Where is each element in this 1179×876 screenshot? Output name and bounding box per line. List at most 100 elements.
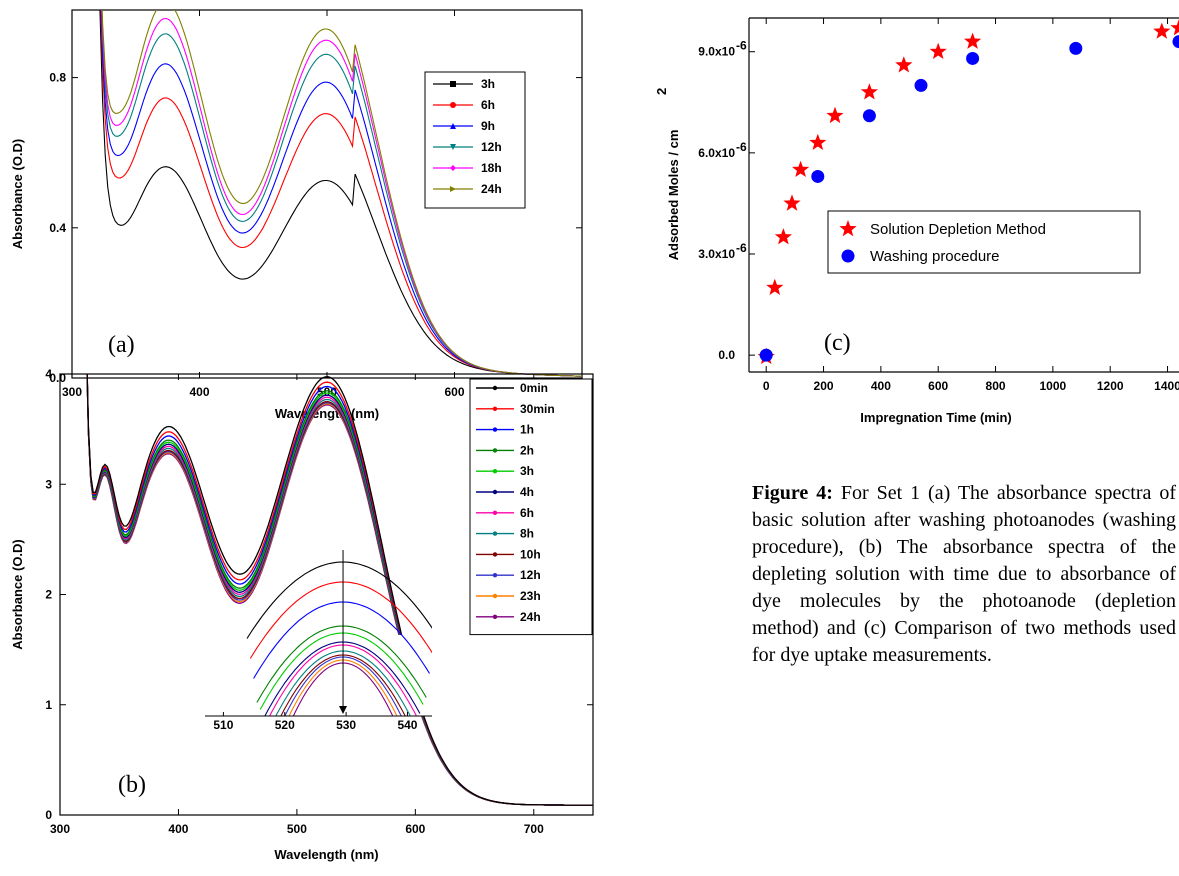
legend-label-b: 30min	[520, 402, 555, 416]
x-tick-label-b: 400	[168, 822, 188, 836]
x-tick-label-b: 700	[524, 822, 544, 836]
data-point-c-depletion	[895, 56, 913, 73]
inset-line-0min	[246, 561, 432, 639]
data-point-c-depletion	[766, 278, 784, 295]
y-tick-label-a: 0.4	[49, 221, 66, 235]
legend-box-a	[424, 71, 526, 209]
legend-label-b: 6h	[520, 506, 534, 520]
legend-label-b: 4h	[520, 485, 534, 499]
inset-line-24h	[292, 662, 394, 716]
legend-label-b: 2h	[520, 443, 534, 457]
legend-marker-b	[492, 489, 498, 495]
x-axis-label-b: Wavelength (nm)	[274, 847, 378, 862]
caption-text: For Set 1 (a) The absorbance spectra of …	[752, 482, 1177, 666]
x-axis-label-a: Wavelength (nm)	[275, 406, 379, 421]
legend-label-a: 6h	[481, 98, 495, 112]
data-point-c-washing	[1069, 41, 1083, 55]
legend-label-b: 12h	[520, 568, 541, 582]
legend-marker-b	[492, 385, 498, 391]
x-tick-label-c: 600	[928, 379, 948, 393]
caption-label: Figure 4:	[752, 482, 833, 504]
legend-marker-b	[492, 427, 498, 432]
legend-label-b: 24h	[520, 610, 541, 624]
y-tick-label-b: 2	[45, 588, 52, 602]
legend-label-b: 10h	[520, 547, 541, 561]
data-point-c-depletion	[792, 160, 810, 177]
x-tick-label-c: 800	[986, 379, 1006, 393]
x-tick-label-c: 1000	[1040, 379, 1067, 393]
x-tick-label-b: 500	[287, 822, 307, 836]
inset-b: 510 520 530 540	[205, 550, 432, 732]
data-point-c-depletion	[826, 106, 844, 124]
inset-line-12h	[284, 656, 402, 716]
data-point-c-depletion	[783, 194, 801, 211]
data-point-c-depletion	[860, 83, 878, 100]
x-tick-label-c: 1200	[1097, 379, 1124, 393]
inset-line-1h	[253, 601, 430, 679]
legend-marker-b	[492, 531, 498, 536]
legend-marker-b	[492, 593, 498, 599]
legend-label-b: 1h	[520, 423, 534, 437]
x-tick-label-b: 600	[405, 822, 425, 836]
legend-marker-a	[450, 102, 456, 108]
y-tick-exponent-c: -6	[736, 140, 747, 154]
data-point-c-depletion	[774, 228, 792, 245]
inset-line-23h	[288, 659, 398, 716]
y-tick-label-b: 3	[45, 477, 52, 491]
y-axis-label-c: Adsorbed Moles / cm	[666, 130, 681, 261]
legend-marker-b	[492, 510, 498, 515]
legend-label-a: 24h	[481, 182, 502, 196]
inset-arrow-head	[339, 706, 348, 714]
legend-marker-b	[492, 406, 498, 411]
legend-marker-b	[492, 552, 498, 557]
panel-label-c: (c)	[824, 330, 851, 356]
data-point-c-depletion	[929, 42, 947, 59]
legend-box-b	[469, 378, 593, 636]
series-group-b	[86, 374, 593, 806]
data-point-c-washing	[811, 169, 825, 183]
x-tick-label-a: 400	[189, 385, 209, 399]
panel-label-b: (b)	[118, 772, 146, 798]
y-tick-label-a: 0.8	[49, 71, 66, 85]
legend-label-c: Solution Depletion Method	[870, 221, 1046, 238]
inset-line-10h	[280, 654, 406, 716]
inset-line-4h	[264, 641, 421, 716]
y-axis-label-exponent-c: 2	[654, 88, 669, 95]
legend-marker-c	[841, 249, 855, 263]
legend-label-a: 3h	[481, 77, 495, 91]
legend-label-b: 0min	[520, 381, 548, 395]
series-line-a-24h	[101, 10, 582, 377]
inset-x-tick-label: 510	[213, 718, 233, 732]
data-point-c-washing	[914, 78, 928, 92]
x-tick-label-c: 400	[871, 379, 891, 393]
x-tick-label-a: 300	[62, 385, 82, 399]
data-point-c-depletion	[964, 32, 982, 49]
data-point-c-washing	[966, 51, 980, 65]
y-tick-label-b: 1	[45, 698, 52, 712]
legend-marker-c	[839, 220, 857, 237]
y-tick-label-c: 0.0	[718, 348, 735, 362]
y-tick-label-b: 0	[45, 808, 52, 822]
legend-label-a: 9h	[481, 119, 495, 133]
x-tick-label-b: 300	[50, 822, 70, 836]
chart-panel-b: 300 400 500 600 700 0 1 2 3 4 Wavelength (nm) Absor…	[10, 367, 594, 862]
inset-line-2h	[256, 625, 427, 703]
legend-marker-a	[450, 123, 456, 129]
inset-series-group	[246, 561, 432, 716]
y-tick-label-c: 3.0x10	[698, 247, 735, 261]
inset-x-tick-label: 530	[336, 718, 356, 732]
figure-caption: Figure 4: For Set 1 (a) The absorbance s…	[752, 480, 1176, 669]
series-line-b-0min	[86, 374, 593, 806]
data-point-c-washing	[862, 109, 876, 123]
legend-marker-a	[450, 186, 456, 192]
inset-x-tick-label: 520	[275, 718, 295, 732]
data-point-c-depletion	[1170, 19, 1179, 36]
legend-label-b: 3h	[520, 464, 534, 478]
legend-label-b: 23h	[520, 589, 541, 603]
legend-marker-a	[450, 165, 456, 171]
inset-line-6h	[269, 644, 418, 716]
inset-line-8h	[275, 650, 411, 716]
